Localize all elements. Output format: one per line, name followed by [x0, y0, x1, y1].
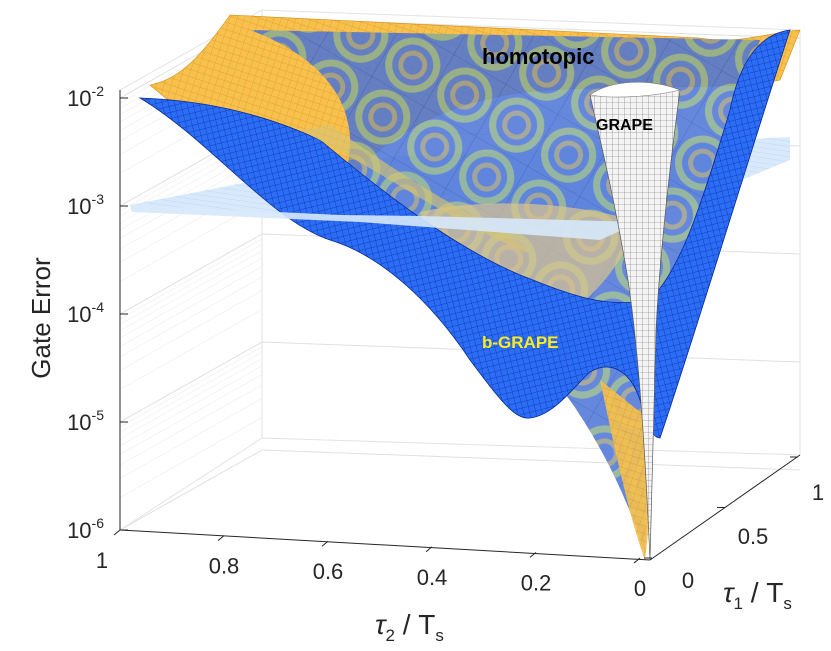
x-tick-label: 0 — [634, 576, 646, 601]
z-tick-base: 10 — [67, 86, 91, 111]
grape-funnel — [589, 84, 681, 561]
y-tick-label: 1 — [812, 480, 824, 505]
x-tick-label: 1 — [96, 548, 108, 573]
x-axis-title-restsub: s — [435, 626, 444, 645]
z-tick-exp: -6 — [92, 515, 105, 531]
grape-rim — [589, 81, 681, 98]
z-tick-exp: -3 — [92, 191, 105, 207]
z-tick-base: 10 — [67, 518, 91, 543]
y-tick-label: 0.5 — [738, 524, 769, 549]
homotopic-dip — [600, 380, 653, 560]
y-axis-title-rest: / T — [743, 577, 783, 608]
z-minor-gridline — [119, 398, 263, 479]
z-tick-base: 10 — [67, 302, 91, 327]
z-gridline-left — [119, 449, 263, 531]
z-tick-label: 10-5 — [67, 407, 104, 435]
z-minor-gridline — [119, 374, 263, 455]
grape-surface — [589, 81, 681, 561]
label-grape: GRAPE — [596, 117, 653, 134]
x-tick — [217, 535, 225, 541]
ticks: 10-210-310-410-510-61 0.8 0.6 0.4 0.2 0 00.51 — [67, 83, 824, 601]
z-minor-gridline — [119, 276, 263, 358]
z-tick-label: 10-3 — [67, 191, 104, 219]
x-tick — [425, 546, 433, 553]
z-minor-gridline — [119, 365, 263, 447]
z-minor-gridline — [119, 238, 263, 320]
z-tick-base: 10 — [67, 194, 91, 219]
z-tick-label: 10-4 — [67, 299, 104, 327]
z-minor-gridline — [119, 309, 263, 390]
z-minor-gridline — [119, 384, 263, 466]
z-minor-gridline — [119, 266, 263, 347]
x-axis-title-sub: 2 — [385, 626, 394, 645]
z-tick-label: 10-6 — [67, 515, 104, 543]
x-tick — [321, 540, 329, 547]
z-gridline-left — [119, 233, 263, 315]
x-tick — [633, 557, 641, 564]
z-gridline-left — [119, 341, 263, 423]
reference-plane-front — [130, 205, 640, 240]
x-tick — [529, 552, 537, 558]
x-tick-label: 0.8 — [209, 554, 240, 579]
x-tick-label: 0.4 — [417, 565, 448, 590]
y-axis-title: τ1 / Ts — [723, 577, 792, 613]
y-axis-title-symbol: τ — [723, 577, 735, 608]
z-tick-label: 10-2 — [67, 83, 104, 111]
z-minor-gridline — [119, 290, 263, 371]
z-tick-exp: -2 — [92, 83, 105, 99]
z-minor-gridline — [119, 244, 263, 325]
x-axis-title-symbol: τ — [375, 609, 387, 640]
label-homotopic: homotopic — [482, 44, 594, 69]
b-grape-surface-main — [138, 29, 791, 439]
z-axis-title: Gate Error — [26, 257, 56, 379]
x-axis-title: τ2 / Ts — [375, 609, 444, 645]
x-tick-label: 0.6 — [313, 559, 344, 584]
y-axis-title-sub: 1 — [733, 594, 742, 613]
z-minor-gridline — [119, 250, 263, 332]
x-tick-label: 0.2 — [521, 570, 552, 595]
z-tick-base: 10 — [67, 410, 91, 435]
label-b-grape: b-GRAPE — [482, 333, 559, 352]
x-axis-title-rest: / T — [395, 609, 435, 640]
z-minor-gridline — [119, 358, 263, 440]
z-minor-gridline — [119, 346, 263, 428]
x-tick — [113, 529, 121, 536]
z-gridline-right — [261, 449, 801, 471]
x-axis-line — [119, 529, 651, 561]
y-tick-label: 0 — [682, 568, 694, 593]
z-tick-exp: -4 — [92, 299, 105, 315]
y-axis-title-restsub: s — [783, 594, 792, 613]
z-minor-gridline — [119, 257, 263, 339]
z-tick-exp: -5 — [92, 407, 105, 423]
z-minor-gridline — [119, 417, 263, 498]
z-minor-gridline — [119, 352, 263, 433]
